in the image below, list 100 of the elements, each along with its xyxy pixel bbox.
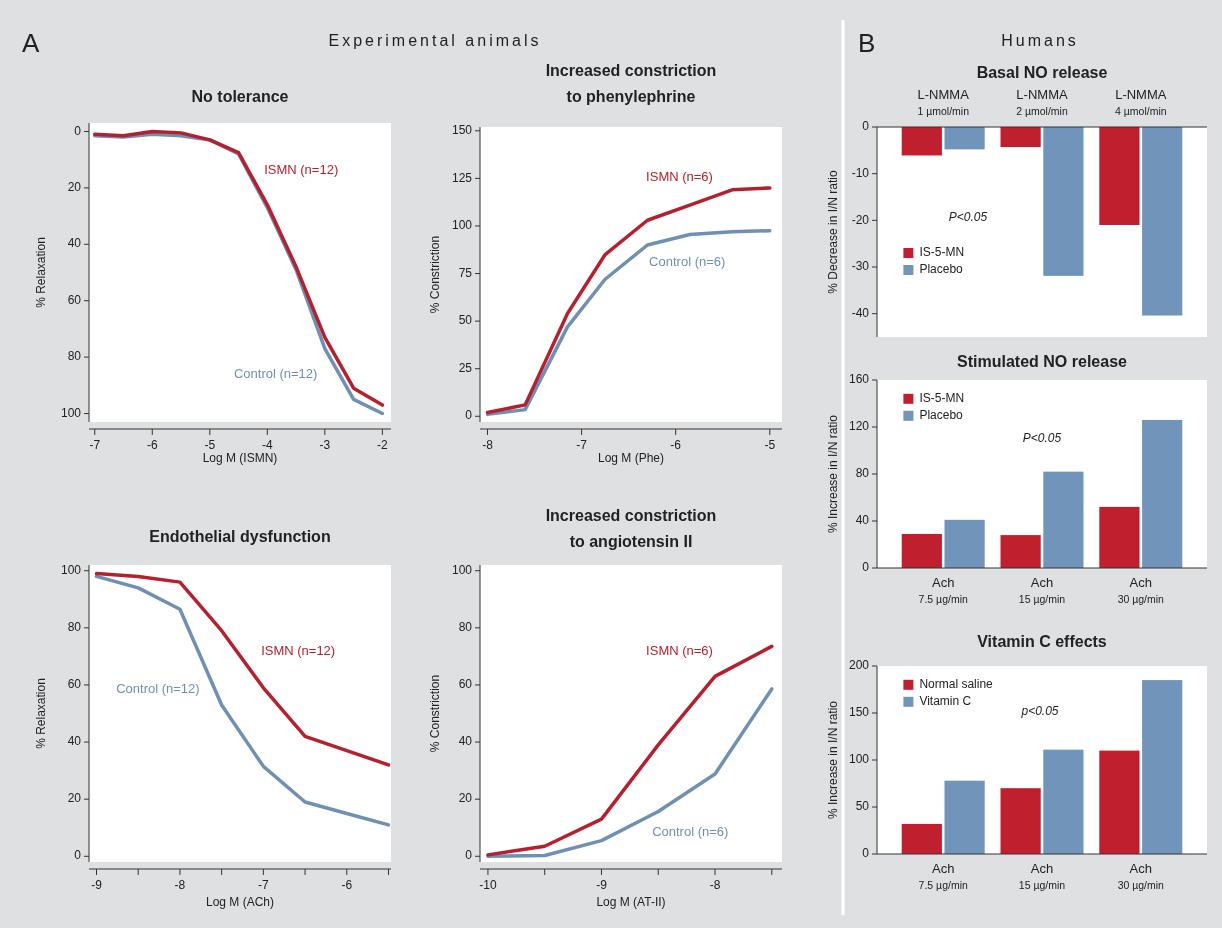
text: B <box>858 28 876 58</box>
annotation: P<0.05 <box>948 210 988 224</box>
x-tick-label: -6 <box>146 438 158 452</box>
x-tick-label: L-NMMA 2 µmol/min <box>1016 87 1068 117</box>
x-tick-label: -10 <box>479 878 497 892</box>
x-tick-label: L-NMMA 4 µmol/min <box>1115 87 1167 117</box>
series-label: Control (n=12) <box>233 365 318 381</box>
x-tick-label: Ach 7.5 µg/min <box>918 575 968 605</box>
series-label: Control (n=6) <box>652 823 729 839</box>
y-tick-label: 0 <box>862 119 870 134</box>
x-tick-label: -8 <box>174 878 186 892</box>
chart-title: Basal NO release <box>976 64 1108 82</box>
chart-title: Endothelial dysfunction <box>149 528 331 546</box>
y-axis-title: % Increase in I/N ratio <box>826 414 841 534</box>
y-tick-label: 150 <box>451 122 473 137</box>
x-tick-label: -8 <box>709 878 721 892</box>
x-tick-label: -9 <box>91 878 103 892</box>
series-label: ISMN (n=12) <box>264 162 339 178</box>
x-axis-title: Log M (ACh) <box>205 895 275 909</box>
y-axis-title: % Increase in I/N ratio <box>826 700 841 820</box>
legend-label: Placebo <box>919 262 964 277</box>
x-tick-label: -2 <box>377 438 389 452</box>
series-label: ISMN (n=6) <box>646 642 713 658</box>
x-axis-title: Log M (ISMN) <box>202 451 278 465</box>
y-axis-title: % Constriction <box>428 235 443 314</box>
y-tick-label: 40 <box>67 236 82 251</box>
y-tick-label: 60 <box>458 677 473 692</box>
y-tick-label: 150 <box>848 705 870 720</box>
legend-label: Vitamin C <box>919 693 972 708</box>
y-axis-title: % Constriction <box>428 674 443 753</box>
x-tick-label: L-NMMA 1 µmol/min <box>917 87 970 117</box>
y-tick-label: 0 <box>74 848 82 863</box>
x-axis-title: Log M (AT-II) <box>596 895 666 909</box>
x-tick-label: -8 <box>482 438 494 452</box>
chart-title: Increased constriction to phenylephrine <box>545 62 717 106</box>
x-tick-label: -7 <box>258 878 270 892</box>
legend-label: IS-5-MN <box>919 390 965 405</box>
y-tick-label: -20 <box>851 212 870 227</box>
x-tick-label: -6 <box>341 878 353 892</box>
chart-title: Stimulated NO release <box>957 353 1128 371</box>
x-tick-label: -7 <box>576 438 588 452</box>
x-tick-label: -5 <box>764 438 776 452</box>
legend-label: IS-5-MN <box>919 245 965 260</box>
y-tick-label: 120 <box>848 419 870 434</box>
x-tick-label: -5 <box>204 438 216 452</box>
y-tick-label: 50 <box>458 313 473 328</box>
y-tick-label: 25 <box>458 360 473 375</box>
y-tick-label: -10 <box>851 165 870 180</box>
x-tick-label: -3 <box>319 438 331 452</box>
y-tick-label: 75 <box>458 265 473 280</box>
series-label: ISMN (n=6) <box>646 168 713 184</box>
x-tick-label: Ach 7.5 µg/min <box>918 861 968 891</box>
series-label: ISMN (n=12) <box>261 642 336 658</box>
x-axis-title: Log M (Phe) <box>597 451 665 465</box>
y-tick-label: 100 <box>451 218 473 233</box>
y-tick-label: 0 <box>465 848 473 863</box>
annotation: p<0.05 <box>1020 704 1059 718</box>
y-tick-label: 0 <box>74 123 82 138</box>
y-tick-label: 125 <box>451 170 473 185</box>
x-tick-label: -4 <box>261 438 273 452</box>
y-tick-label: 100 <box>848 752 870 767</box>
y-tick-label: 80 <box>67 349 82 364</box>
legend-label: Normal saline <box>919 676 994 691</box>
y-tick-label: 20 <box>67 791 82 806</box>
y-tick-label: 0 <box>465 408 473 423</box>
x-tick-label: Ach 15 µg/min <box>1018 575 1066 605</box>
y-tick-label: 100 <box>451 562 473 577</box>
y-tick-label: -40 <box>851 305 870 320</box>
chart-title: No tolerance <box>191 88 289 106</box>
y-tick-label: 40 <box>855 513 870 528</box>
x-tick-label: -9 <box>596 878 608 892</box>
y-tick-label: 60 <box>67 292 82 307</box>
y-axis-title: % Relaxation <box>34 237 49 308</box>
x-tick-label: -7 <box>89 438 101 452</box>
y-tick-label: 100 <box>60 405 82 420</box>
legend-label: Placebo <box>919 407 964 422</box>
text: Experimental animals <box>328 32 542 49</box>
text: Humans <box>1001 32 1079 49</box>
y-tick-label: 50 <box>855 799 870 814</box>
x-tick-label: Ach 15 µg/min <box>1018 861 1066 891</box>
y-tick-label: 0 <box>862 846 870 861</box>
chart-title: Increased constriction to angiotensin II <box>545 507 717 551</box>
y-tick-label: 60 <box>67 677 82 692</box>
y-tick-label: 80 <box>855 466 870 481</box>
y-tick-label: 40 <box>67 734 82 749</box>
y-axis-title: % Relaxation <box>34 678 49 749</box>
x-tick-label: Ach 30 µg/min <box>1117 575 1165 605</box>
x-tick-label: -6 <box>670 438 682 452</box>
series-label: Control (n=6) <box>649 254 726 270</box>
x-tick-label: Ach 30 µg/min <box>1117 861 1165 891</box>
y-tick-label: 80 <box>67 620 82 634</box>
annotation: P<0.05 <box>1022 431 1062 445</box>
text: A <box>22 28 40 58</box>
y-tick-label: 20 <box>458 791 473 806</box>
chart-title: Vitamin C effects <box>977 633 1107 651</box>
y-tick-label: 100 <box>60 562 82 577</box>
y-tick-label: 40 <box>458 734 473 749</box>
y-axis-title: % Decrease in I/N ratio <box>826 169 841 294</box>
y-tick-label: -30 <box>851 259 870 274</box>
y-tick-label: 160 <box>848 372 870 387</box>
